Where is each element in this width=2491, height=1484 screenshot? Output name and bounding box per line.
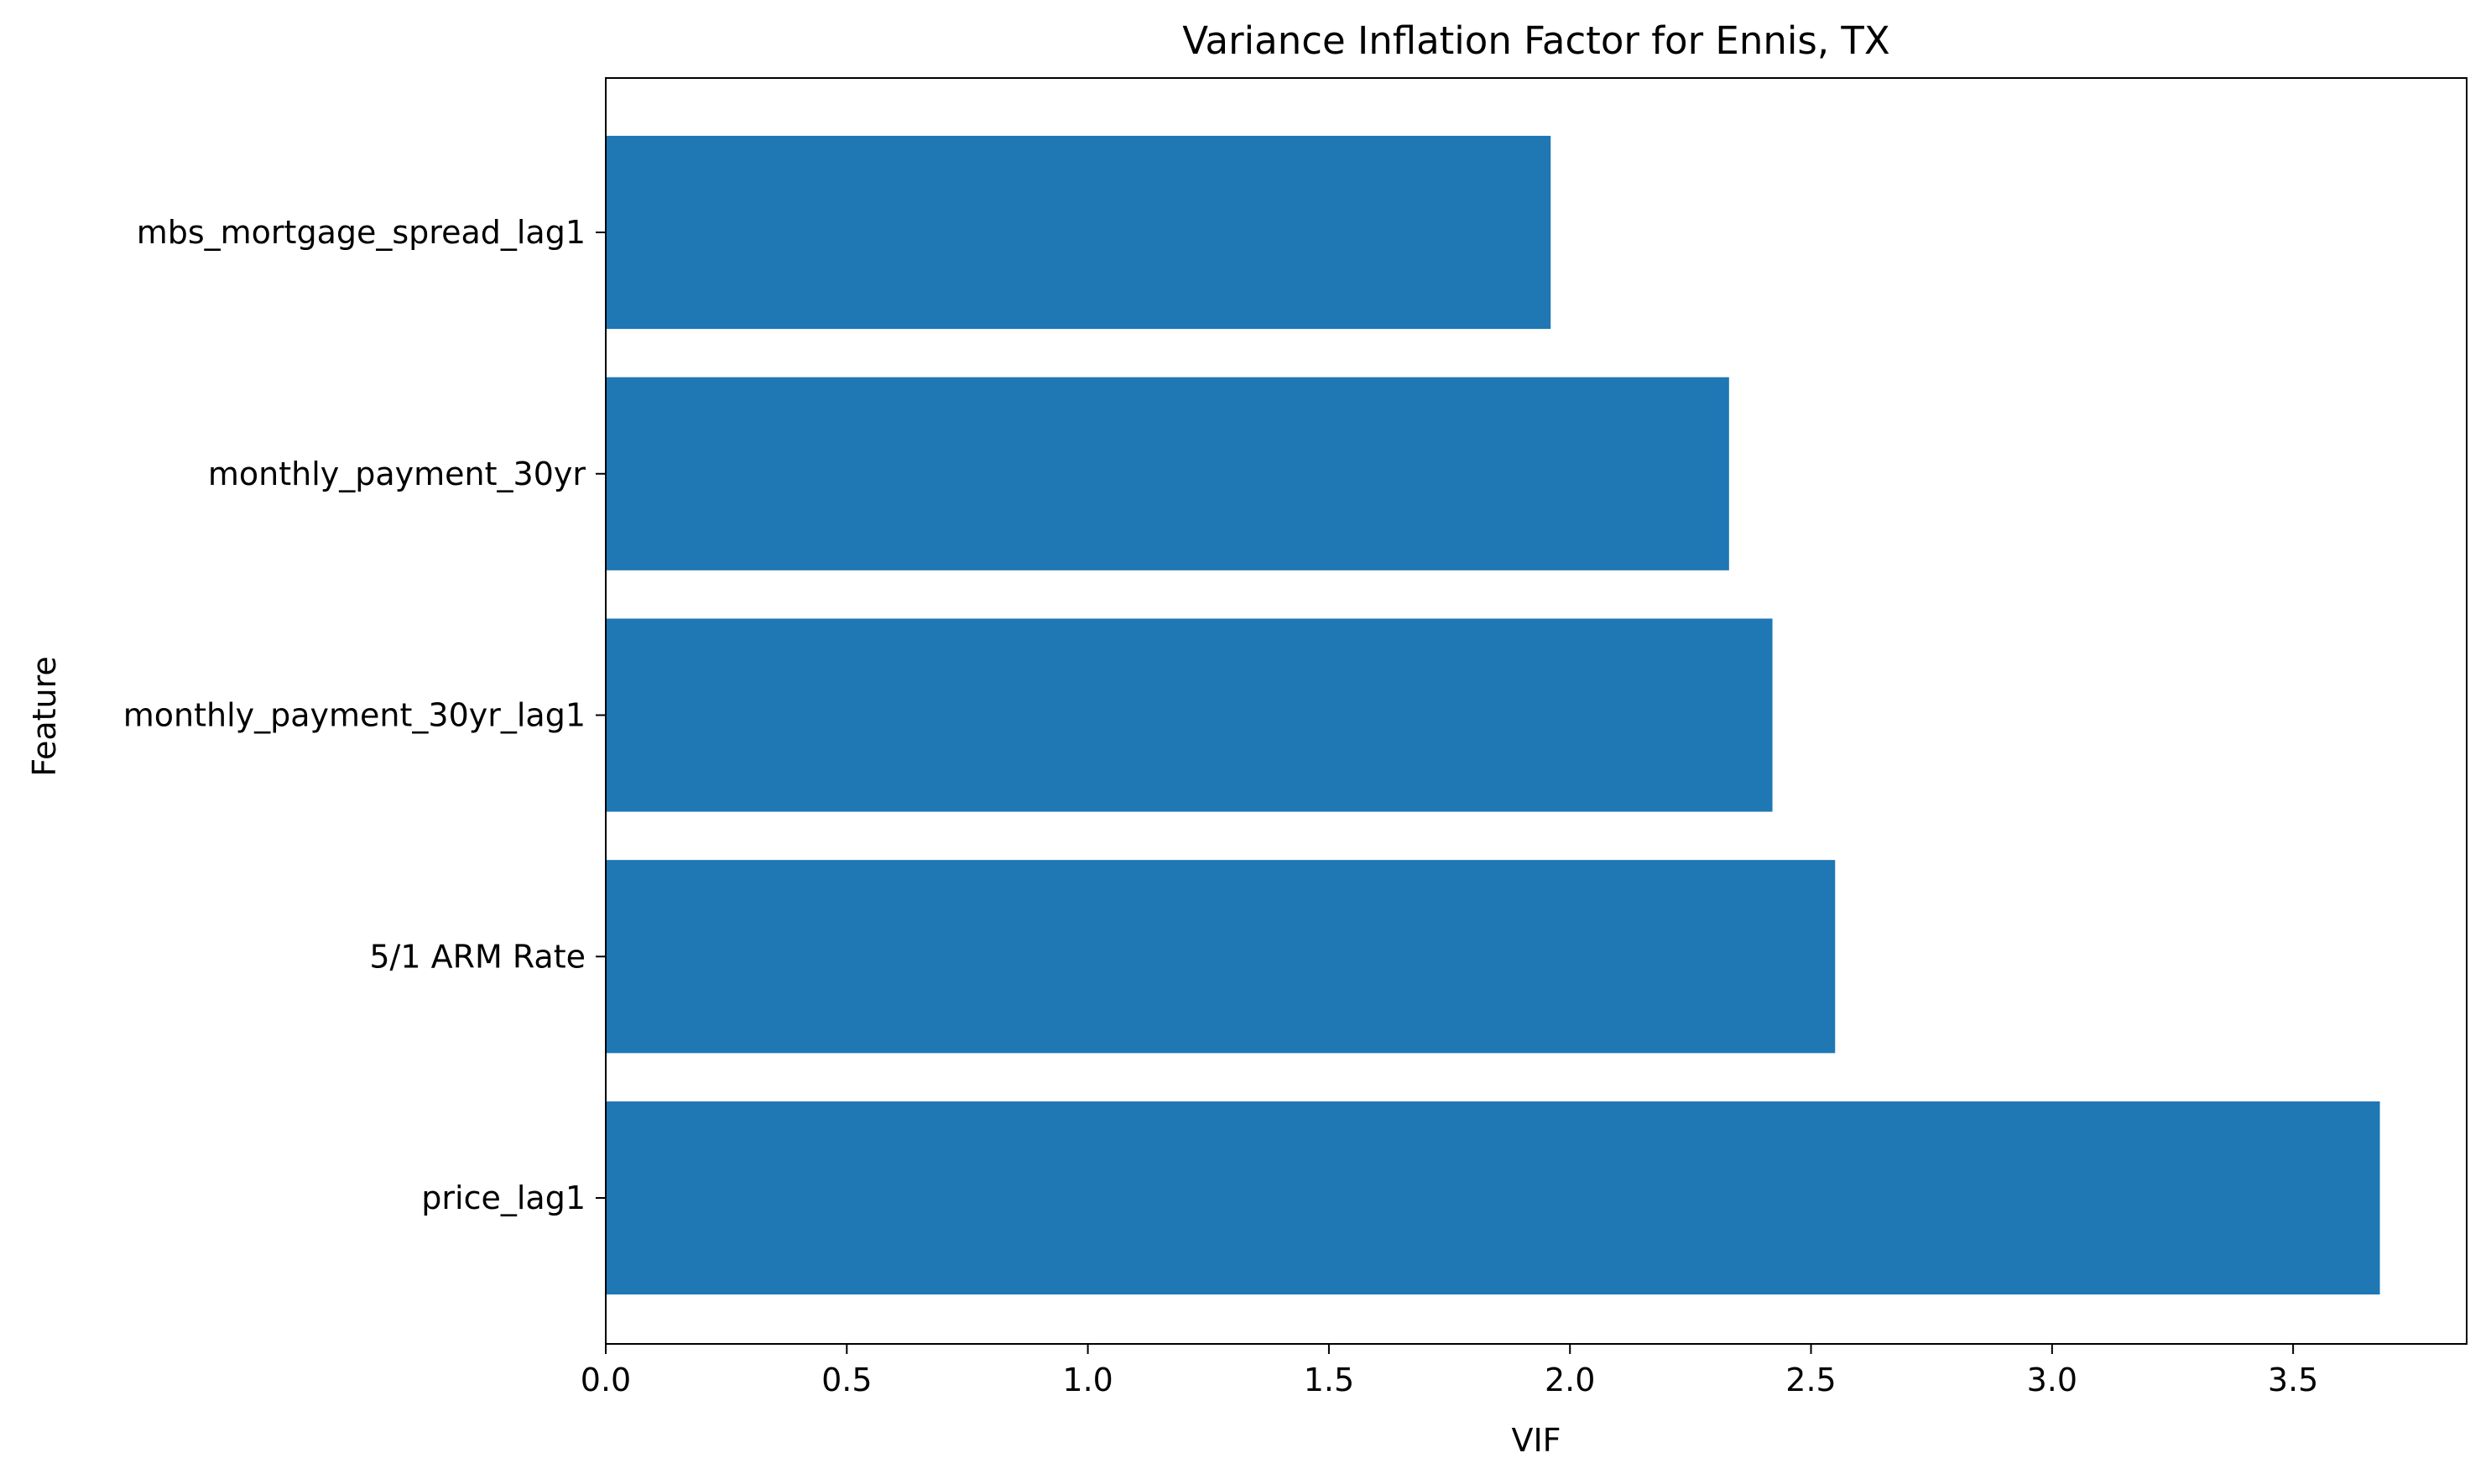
chart-title: Variance Inflation Factor for Ennis, TX	[1182, 18, 1890, 63]
bar-3	[606, 377, 1729, 570]
y-tick-label-4: mbs_mortgage_spread_lag1	[137, 214, 586, 251]
x-axis-label: VIF	[1511, 1422, 1561, 1459]
bar-1	[606, 860, 1836, 1054]
y-axis-label: Feature	[26, 656, 63, 777]
x-tick-label-0: 0.0	[581, 1362, 631, 1398]
y-tick-label-3: monthly_payment_30yr	[208, 456, 586, 492]
y-tick-label-0: price_lag1	[421, 1179, 586, 1216]
bar-0	[606, 1101, 2380, 1295]
y-tick-label-2: monthly_payment_30yr_lag1	[123, 697, 586, 734]
x-tick-label-4: 2.0	[1545, 1362, 1595, 1398]
bar-2	[606, 618, 1773, 812]
y-tick-label-1: 5/1 ARM Rate	[369, 938, 586, 975]
x-tick-label-1: 0.5	[821, 1362, 872, 1398]
x-tick-label-3: 1.5	[1304, 1362, 1354, 1398]
y-ticks-group: price_lag1 5/1 ARM Rate monthly_payment_30…	[123, 214, 606, 1216]
x-tick-label-7: 3.5	[2268, 1362, 2318, 1398]
x-tick-label-5: 2.5	[1785, 1362, 1836, 1398]
bars-group	[606, 135, 2380, 1295]
x-tick-label-6: 3.0	[2027, 1362, 2077, 1398]
bar-4	[606, 135, 1551, 330]
x-tick-label-2: 1.0	[1062, 1362, 1113, 1398]
plot-area-frame	[605, 77, 2468, 1345]
x-ticks-group: 0.0 0.5 1.0 1.5 2.0 2.5 3.0 3.5	[581, 1344, 2318, 1398]
